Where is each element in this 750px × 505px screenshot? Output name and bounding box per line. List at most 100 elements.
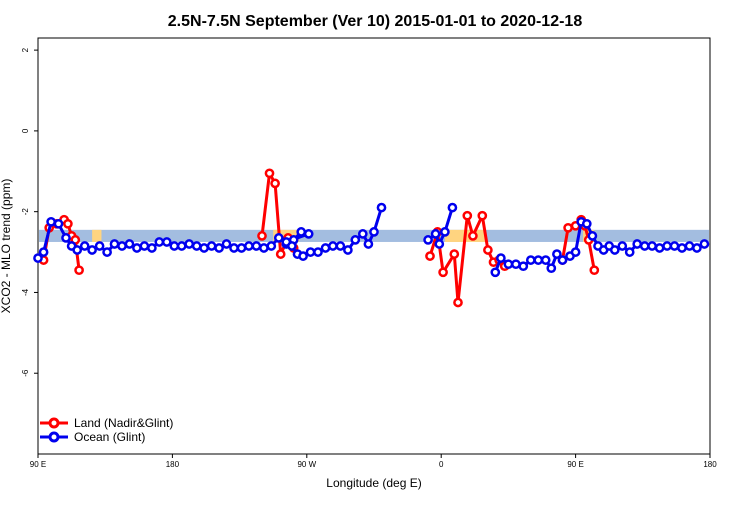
series-1-point-0-6	[72, 245, 83, 255]
series-0-point-2-7	[477, 210, 488, 221]
series-0-point-2-4	[453, 297, 463, 308]
series-1-point-0-10	[102, 247, 112, 257]
series-1-point-0-9	[94, 241, 105, 251]
series-1-point-0-8	[87, 245, 97, 255]
series-1-point-0-31	[259, 243, 269, 253]
series-1-point-0-30	[251, 241, 262, 251]
series-2-point-1-1	[496, 253, 506, 263]
series-layer	[33, 168, 710, 308]
x-tick-label-2: 90 W	[297, 460, 316, 469]
series-2-point-1-8	[546, 263, 557, 274]
series-2-point-1-2	[503, 259, 514, 270]
x-tick-label-0: 90 E	[30, 460, 46, 469]
series-1-point-0-17	[154, 237, 165, 247]
series-0-point-1-1	[264, 168, 275, 179]
series-2-point-1-14	[581, 218, 592, 229]
legend-ocean-label: Ocean (Glint)	[74, 430, 145, 444]
series-1-point-0-14	[132, 243, 142, 253]
x-tick-label-5: 180	[703, 460, 717, 469]
series-1-point-0-16	[147, 243, 157, 253]
series-2-point-1-12	[570, 247, 581, 257]
series-1-point-0-26	[221, 239, 232, 249]
series-1-point-0-23	[199, 243, 209, 253]
land-band-0	[92, 229, 102, 242]
series-2-point-1-25	[654, 243, 665, 253]
series-1-point-0-13	[124, 239, 135, 249]
series-1-point-0-46	[335, 241, 346, 251]
y-axis: 2 0 -2 -4 -6	[21, 47, 38, 377]
series-2-point-0-3	[440, 227, 450, 237]
series-1-point-0-29	[244, 241, 254, 251]
y-tick-label-4: -6	[21, 369, 30, 377]
legend: Land (Nadir&Glint) Ocean (Glint)	[40, 416, 173, 444]
series-2-point-1-20	[617, 241, 628, 251]
series-2-point-1-6	[533, 255, 544, 265]
series-1-point-0-42	[305, 247, 316, 257]
series-1-point-0-44	[320, 243, 331, 253]
series-1-point-0-47	[343, 245, 353, 255]
series-0-point-1-0	[257, 231, 267, 241]
y-axis-label: XCO2 - MLO trend (ppm)	[0, 179, 13, 314]
legend-land-label: Land (Nadir&Glint)	[74, 416, 173, 430]
series-0-point-1-3	[275, 249, 286, 259]
series-1-point-0-12	[117, 241, 127, 251]
x-axis: 90 E 180 90 W 0 90 E 180	[30, 454, 717, 469]
series-2-point-1-9	[552, 249, 562, 259]
series-1-point-0-45	[328, 241, 338, 251]
series-2-point-1-19	[609, 245, 620, 255]
plot-frame	[37, 37, 711, 455]
series-1	[33, 202, 387, 263]
series-1-point-0-11	[109, 239, 120, 249]
series-2-point-0-4	[447, 202, 458, 213]
chart-title: 2.5N-7.5N September (Ver 10) 2015-01-01 …	[168, 13, 583, 30]
series-2-point-1-23	[639, 241, 650, 251]
x-axis-label: Longitude (deg E)	[326, 476, 421, 490]
series-2-point-1-7	[540, 255, 551, 265]
series-1-point-0-48	[350, 235, 361, 245]
series-1-point-0-18	[161, 237, 172, 247]
series-2-point-1-27	[669, 241, 680, 251]
series-2-point-1-3	[511, 259, 521, 270]
series-0-point-0-4	[63, 218, 73, 229]
series-2-point-0-2	[434, 239, 445, 249]
series-1-point-0-41	[298, 251, 308, 261]
series-2-point-1-30	[692, 243, 702, 253]
series-2-point-1-28	[677, 243, 687, 253]
series-1-point-0-24	[206, 241, 217, 251]
series-1-point-0-3	[53, 218, 64, 229]
series-0-point-0-7	[74, 265, 84, 276]
series-0-point-2-2	[438, 267, 448, 278]
series-0-point-2-6	[468, 231, 478, 241]
series-2-point-1-26	[662, 241, 672, 251]
series-1-point-0-39	[287, 241, 297, 251]
series-1-point-0-52	[376, 202, 387, 213]
series-0-point-2-5	[462, 210, 473, 221]
series-2-point-1-0	[490, 267, 501, 278]
series-1-point-0-1	[38, 247, 49, 257]
series-1-point-0-2	[46, 216, 56, 227]
y-tick-label-0: 2	[21, 47, 30, 52]
series-1-point-0-22	[191, 241, 202, 251]
series-2-point-1-29	[684, 241, 695, 251]
series-1-point-0-51	[369, 227, 379, 237]
series-1-point-0-20	[176, 241, 187, 251]
series-0-point-1-2	[270, 178, 280, 189]
series-2-point-1-15	[587, 231, 598, 241]
series-1-point-0-32	[266, 241, 277, 251]
series-1-point-0-27	[229, 243, 239, 253]
series-2	[423, 202, 710, 278]
series-1-point-0-0	[33, 253, 43, 263]
x-tick-label-3: 0	[439, 460, 444, 469]
series-1-point-0-43	[313, 247, 323, 257]
series-1-point-0-19	[169, 241, 180, 251]
series-1-point-0-21	[184, 239, 195, 249]
legend-ocean-marker	[48, 431, 60, 443]
series-2-point-1-21	[624, 247, 635, 257]
series-1-point-0-28	[236, 243, 247, 253]
series-1-point-0-15	[139, 241, 150, 251]
y-tick-label-3: -4	[21, 288, 30, 296]
series-1-point-0-49	[357, 229, 368, 239]
series-0-point-2-8	[483, 245, 493, 255]
